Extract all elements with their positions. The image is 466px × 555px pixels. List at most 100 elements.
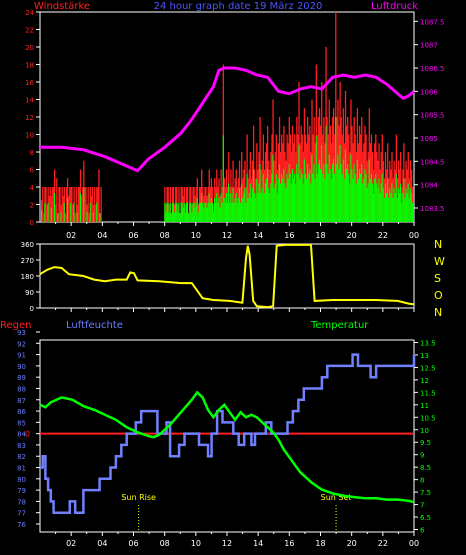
x-tick-label: 00: [409, 539, 419, 548]
wind-avg-bar: [216, 193, 218, 222]
hum-y-label: 89: [17, 374, 26, 382]
y-right-label: 1086.5: [420, 65, 445, 73]
wind-avg-bar: [411, 202, 414, 222]
wind-avg-bar: [344, 149, 346, 222]
wind-avg-bar: [167, 202, 169, 222]
dir-y-label: 180: [21, 273, 34, 281]
wind-avg-bar: [89, 202, 91, 222]
hum-y-label: 80: [17, 476, 26, 484]
sun-label: Sun Set: [321, 493, 352, 502]
wind-avg-bar: [57, 213, 59, 222]
humidity-label: Luftfeuchte: [66, 320, 123, 331]
wind-avg-bar: [310, 183, 312, 222]
wind-avg-bar: [309, 169, 311, 222]
wind-bar: [75, 187, 77, 222]
wind-avg-bar: [350, 154, 352, 222]
wind-avg-bar: [401, 202, 403, 222]
wind-avg-bar: [355, 183, 357, 222]
wind-avg-bar: [233, 202, 235, 222]
wind-avg-bar: [297, 173, 299, 222]
wind-avg-bar: [305, 178, 308, 222]
wind-avg-bar: [383, 197, 385, 222]
wind-avg-bar: [335, 117, 337, 222]
x-tick-label: 18: [315, 231, 325, 240]
y-right-label: 1087.5: [420, 18, 445, 26]
temp-y-label: 10.5: [420, 414, 436, 422]
wind-bar: [78, 187, 81, 222]
wind-avg-bar: [256, 178, 258, 222]
wind-avg-bar: [207, 202, 209, 222]
x-tick-label: 18: [315, 539, 325, 548]
wind-avg-bar: [259, 164, 261, 222]
wind-avg-bar: [287, 178, 289, 222]
wind-avg-bar: [274, 183, 276, 222]
temperature-line: [39, 390, 415, 504]
hum-y-label: 90: [17, 363, 26, 371]
wind-avg-bar: [327, 173, 329, 222]
x-tick-label: 06: [128, 539, 138, 548]
humidity-temperature-panel: 76777879808182838485868788899091929366.5…: [17, 329, 436, 548]
wind-avg-bar: [215, 202, 217, 222]
wind-avg-bar: [227, 202, 229, 222]
wind-avg-bar: [406, 193, 408, 222]
wind-avg-bar: [164, 202, 166, 222]
temperature-label: Temperatur: [310, 320, 369, 331]
y-right-label: 1083.5: [420, 205, 445, 213]
wind-avg-bar: [220, 193, 222, 222]
wind-avg-bar: [175, 202, 177, 222]
wind-bar: [42, 187, 44, 222]
wind-direction-line: [39, 243, 415, 309]
y-left-label: 12: [25, 114, 34, 122]
x-tick-label: 14: [253, 231, 263, 240]
wind-avg-bar: [271, 173, 273, 222]
wind-avg-bar: [230, 193, 232, 222]
wind-avg-bar: [393, 188, 395, 222]
wind-avg-bar: [334, 173, 336, 222]
x-tick-label: 10: [191, 539, 201, 548]
wind-avg-bar: [315, 135, 317, 222]
wind-avg-bar: [317, 164, 319, 222]
wind-bar: [77, 187, 80, 222]
y-left-label: 4: [30, 184, 35, 192]
wind-bar: [81, 195, 83, 222]
wind-avg-bar: [324, 178, 326, 222]
wind-avg-bar: [308, 173, 310, 222]
wind-bar: [62, 195, 64, 222]
wind-avg-bar: [326, 164, 328, 222]
wind-avg-bar: [300, 169, 302, 222]
wind-avg-bar: [374, 178, 376, 222]
wind-avg-bar: [387, 178, 389, 222]
y-right-label: 1086: [420, 88, 438, 96]
y-left-label: 24: [25, 9, 34, 17]
wind-avg-bar: [294, 173, 296, 222]
wind-avg-bar: [190, 202, 192, 222]
wind-bar: [58, 187, 60, 222]
wind-avg-bar: [384, 183, 386, 222]
wind-bar: [65, 187, 68, 222]
x-tick-label: 20: [347, 539, 357, 548]
wind-avg-bar: [204, 202, 206, 222]
wind-avg-bar: [76, 212, 78, 222]
wind-bar: [82, 187, 84, 222]
wind-pressure-panel: 0246810121416182022241083.510841084.5108…: [25, 9, 444, 240]
wind-avg-bar: [254, 193, 256, 222]
wind-bar: [84, 187, 86, 222]
wind-avg-bar: [188, 213, 190, 222]
humidity-line: [40, 353, 416, 514]
wind-avg-bar: [382, 188, 384, 222]
wind-avg-bar: [370, 173, 372, 222]
wind-avg-bar: [400, 183, 402, 222]
wind-avg-bar: [330, 178, 332, 222]
x-tick-label: 00: [409, 231, 419, 240]
wind-bar: [95, 204, 97, 222]
wind-avg-bar: [217, 202, 219, 222]
wind-avg-bar: [392, 197, 394, 222]
wind-avg-bar: [267, 169, 269, 222]
wind-avg-bar: [286, 173, 288, 222]
wind-avg-bar: [242, 197, 244, 222]
wind-avg-bar: [361, 164, 363, 222]
wind-avg-bar: [316, 173, 318, 222]
rain-label: Regen: [0, 320, 32, 331]
wind-avg-bar: [375, 173, 377, 222]
wind-avg-bar: [238, 188, 240, 222]
